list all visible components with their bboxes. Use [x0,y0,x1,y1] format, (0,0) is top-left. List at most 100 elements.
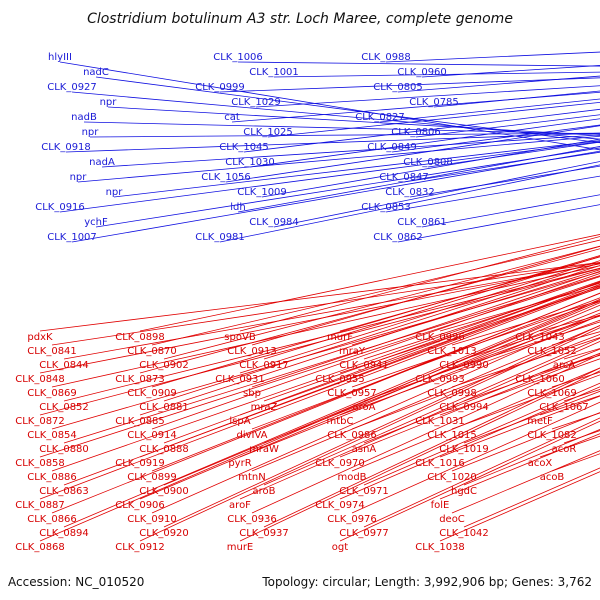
gene-label: pyrR [228,458,251,469]
gene-label: CLK_1042 [439,528,489,539]
gene-label: CLK_0976 [327,514,377,525]
gene-label: acoX [528,458,553,469]
leader-line [339,287,600,374]
leader-line [151,239,600,346]
leader-line [89,132,600,138]
leader-line [261,138,600,198]
gene-label: CLK_0805 [373,82,423,93]
leader-line [239,285,600,416]
gene-label: cat [224,112,240,123]
leader-line [51,265,600,388]
gene-label: aroB [253,486,276,497]
gene-label: CLK_0844 [39,360,89,371]
leader-line [151,292,600,472]
leader-line [163,302,600,486]
leader-line [439,285,600,332]
gene-label: CLK_1006 [213,52,263,63]
gene-label: modB [337,472,366,483]
leader-line [251,297,600,430]
gene-label: npr [100,97,118,108]
leader-line [95,147,600,228]
gene-label: CLK_1069 [527,388,577,399]
gene-label: nadA [89,157,115,168]
leader-line [139,234,600,332]
leader-line [107,106,600,136]
leader-line [219,77,600,93]
leader-line [95,76,600,144]
gene-label: CLK_0988 [361,52,411,63]
gene-label: CLK_1038 [415,542,465,553]
leader-line [263,309,600,444]
leader-line [251,354,600,514]
leader-line [39,276,600,458]
gene-label: ychF [84,217,108,228]
leader-line [139,265,600,416]
leader-line [39,261,600,332]
leader-line [139,248,600,374]
leader-line [59,141,600,213]
gene-label: mtnN [238,472,265,483]
leader-line [237,61,600,67]
leader-line [263,282,600,402]
leader-line [239,236,600,332]
gene-label: CLK_0848 [15,374,65,385]
leader-line [433,90,600,108]
leader-line [263,337,600,486]
gene-label: CLK_0870 [127,346,177,357]
gene-label: mraZ [251,402,278,413]
gene-label: spoVB [224,332,256,343]
gene-label: CLK_0909 [127,388,177,399]
gene-label: deoC [439,514,465,525]
leader-line [421,65,600,78]
gene-label: CLK_0936 [227,514,277,525]
gene-label: pdxK [27,332,53,343]
gene-label: CLK_0847 [379,172,429,183]
topology-text: Topology: circular; Length: 3,992,906 bp… [261,575,592,589]
gene-label: CLK_0862 [373,232,423,243]
gene-label: CLK_1043 [515,332,565,343]
leader-line [77,135,600,183]
gene-label: CLK_0960 [397,67,447,78]
gene-label: CLK_0918 [41,142,91,153]
leader-line [139,283,600,458]
leader-line [59,61,600,151]
gene-label: CLK_0872 [15,416,65,427]
gene-label: CLK_1056 [201,172,251,183]
leader-line [239,260,600,374]
gene-label: divIVA [236,430,267,441]
gene-label: CLK_0920 [139,528,189,539]
gene-label: CLK_0994 [439,402,489,413]
gene-label: CLK_1031 [415,416,465,427]
leader-line [385,51,600,63]
gene-label: CLK_0853 [361,202,411,213]
gene-label: CLK_0866 [27,514,77,525]
leader-line [239,370,600,542]
gene-label: murF [327,332,353,343]
leader-line [339,256,600,332]
leader-line [339,319,600,416]
gene-label: npr [70,172,88,183]
gene-label: ogt [332,542,348,553]
gene-label: CLK_1029 [231,97,281,108]
gene-label: acoB [540,472,565,483]
gene-label: ldh [230,202,245,213]
gene-label: CLK_0984 [249,217,299,228]
gene-label: CLK_0990 [439,360,489,371]
leader-line [39,268,600,416]
gene-label: CLK_0927 [47,82,97,93]
leader-line [151,272,600,430]
gene-label: CLK_1052 [527,346,577,357]
leader-line [409,165,600,198]
gene-label: CLK_0977 [339,528,389,539]
gene-label: CLK_0937 [239,528,289,539]
gene-label: CLK_0931 [215,374,265,385]
leader-line [163,262,600,402]
gene-label: acoR [552,444,577,455]
gene-label: CLK_0986 [327,430,377,441]
leader-line [51,280,600,472]
leader-line [251,245,600,346]
gene-label: mraY [339,346,366,357]
gene-label: CLK_0902 [139,360,189,371]
leader-line [351,301,600,388]
leader-line [379,98,600,123]
